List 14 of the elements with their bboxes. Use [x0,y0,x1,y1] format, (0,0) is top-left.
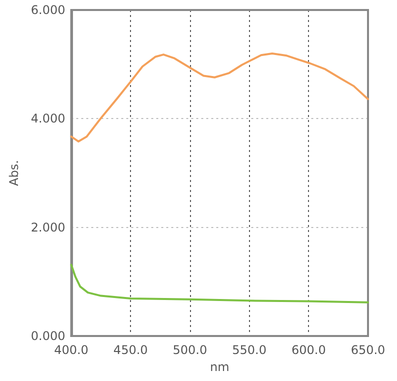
y-tick-label: 4.000 [30,112,66,126]
x-tick-label: 500.0 [172,343,208,357]
x-tick-label: 450.0 [113,343,148,357]
x-tick-label: 650.0 [350,343,386,357]
x-axis-title: nm [210,360,230,374]
line-series [70,52,369,142]
y-tick-label: 0.000 [30,329,66,343]
line-series [70,264,369,304]
x-tick-label: 600.0 [291,343,326,357]
y-axis-title: Abs. [7,160,21,186]
y-tick-label: 6.000 [30,3,66,17]
x-tick-label: 400.0 [54,343,88,357]
y-tick-label: 2.000 [30,220,66,234]
x-tick-label: 550.0 [232,343,266,357]
